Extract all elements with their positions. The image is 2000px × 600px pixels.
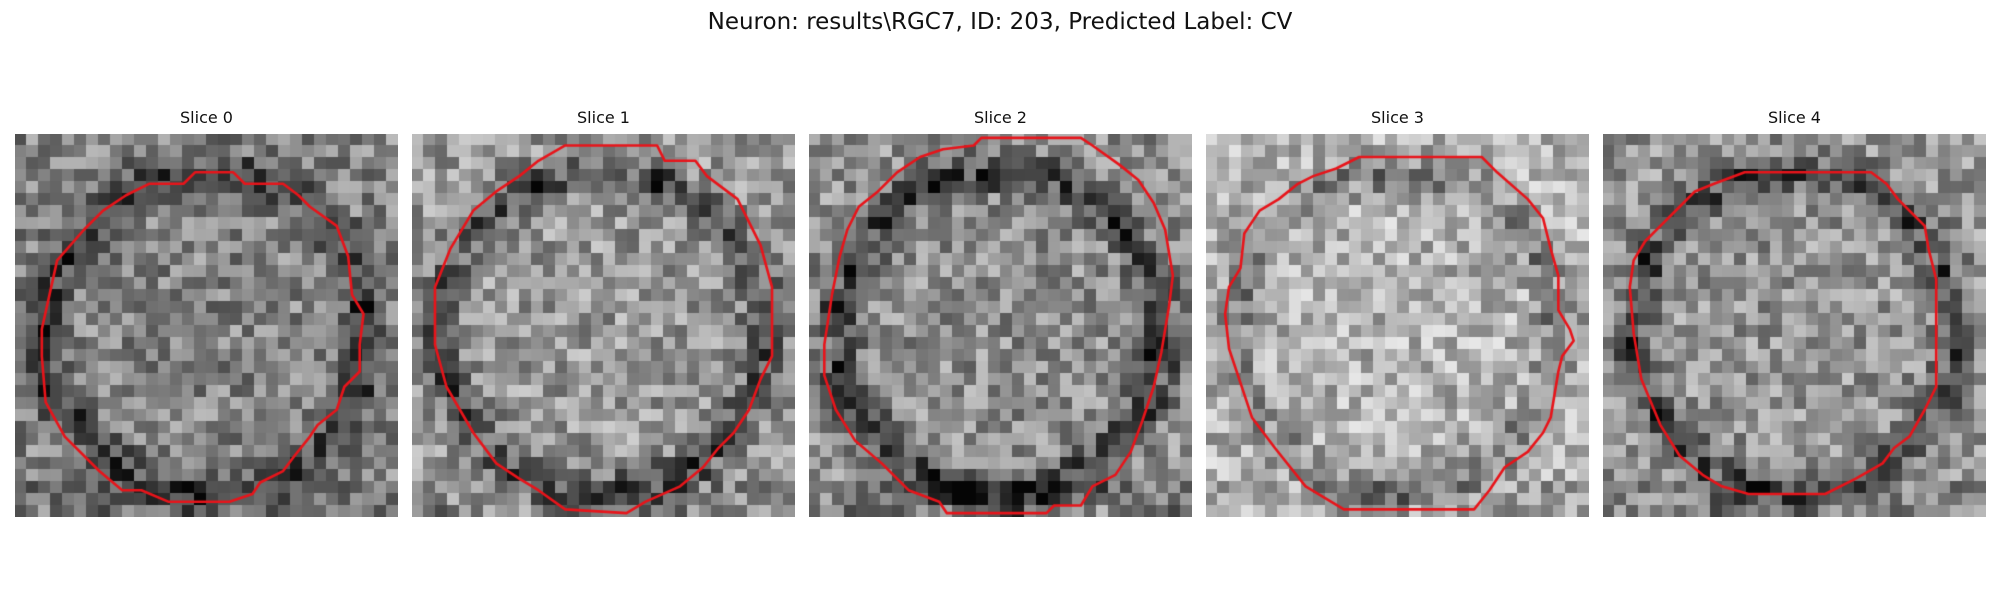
slice-title-1: Slice 1 <box>577 108 630 127</box>
figure-title: Neuron: results\RGC7, ID: 203, Predicted… <box>707 9 1293 35</box>
slice-title-4: Slice 4 <box>1768 108 1821 127</box>
slice-image-2 <box>809 134 1192 517</box>
slice-image-4 <box>1603 134 1986 517</box>
slice-title-2: Slice 2 <box>974 108 1027 127</box>
slice-image-3 <box>1206 134 1589 517</box>
slice-title-3: Slice 3 <box>1371 108 1424 127</box>
slice-image-0 <box>15 134 398 517</box>
slice-title-0: Slice 0 <box>180 108 233 127</box>
slice-image-1 <box>412 134 795 517</box>
